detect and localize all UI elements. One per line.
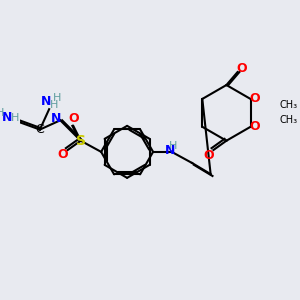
Text: H: H bbox=[11, 112, 19, 122]
Text: O: O bbox=[250, 92, 260, 106]
Text: O: O bbox=[236, 62, 247, 75]
Text: N: N bbox=[165, 143, 175, 157]
Text: O: O bbox=[250, 120, 260, 133]
Text: H: H bbox=[50, 100, 58, 110]
Text: H: H bbox=[52, 93, 61, 103]
Text: H: H bbox=[169, 141, 178, 151]
Text: CH₃: CH₃ bbox=[279, 115, 297, 125]
Text: N: N bbox=[41, 95, 52, 108]
Text: N: N bbox=[50, 112, 61, 125]
Text: O: O bbox=[68, 112, 79, 125]
Text: H: H bbox=[0, 108, 4, 118]
Text: O: O bbox=[203, 149, 214, 162]
Text: N: N bbox=[2, 111, 13, 124]
Text: S: S bbox=[76, 134, 86, 148]
Text: CH₃: CH₃ bbox=[279, 100, 297, 110]
Text: C: C bbox=[35, 123, 44, 136]
Text: O: O bbox=[58, 148, 68, 161]
